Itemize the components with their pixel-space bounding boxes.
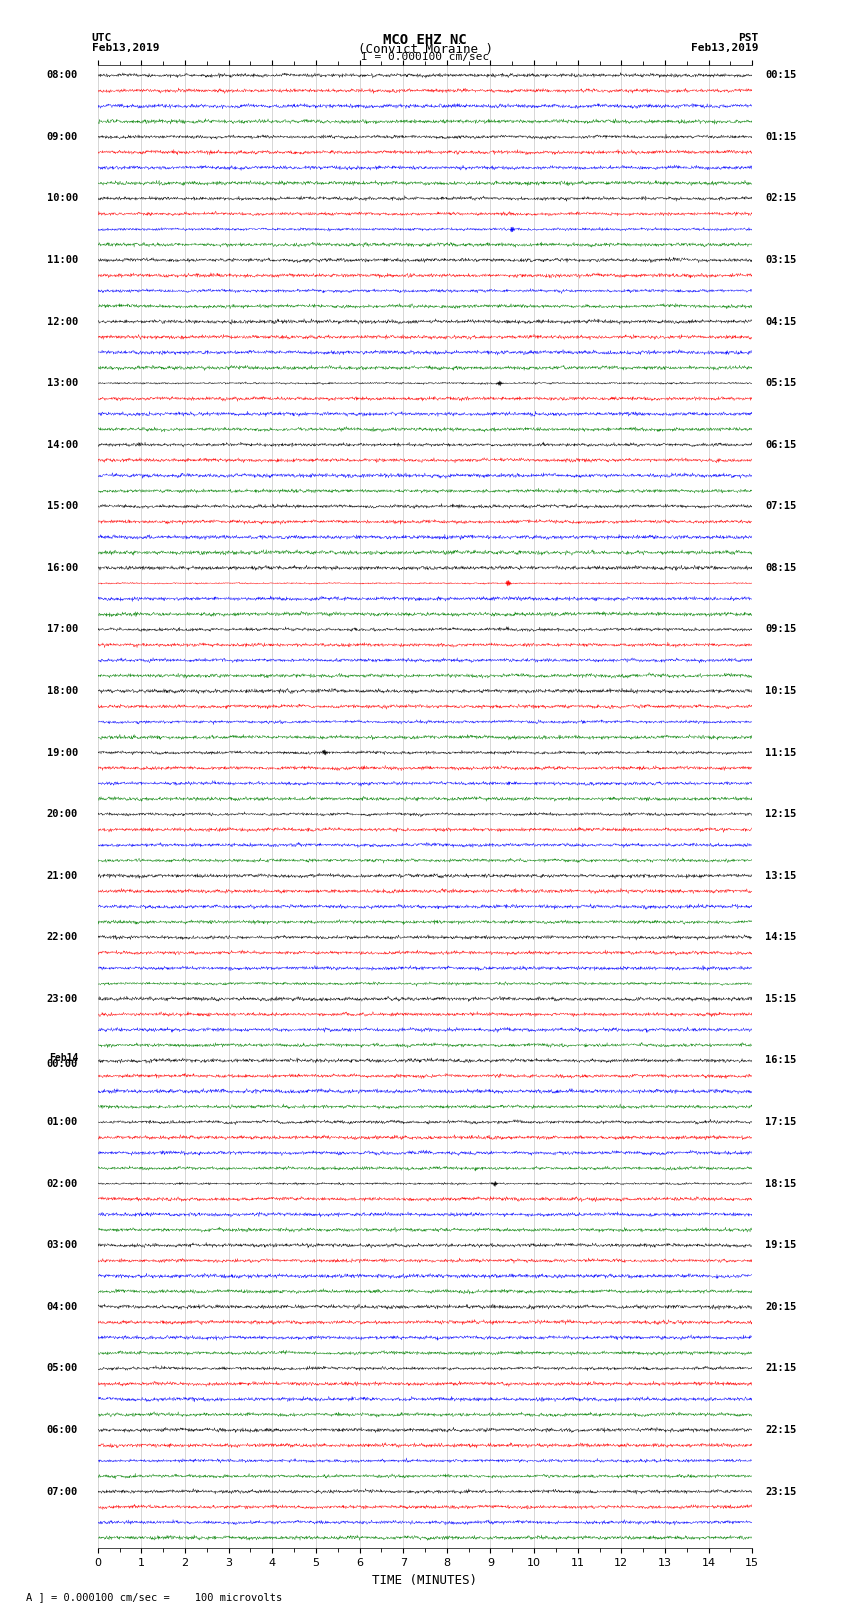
Text: MCO EHZ NC: MCO EHZ NC [383, 32, 467, 47]
Text: 19:15: 19:15 [765, 1240, 796, 1250]
Text: Feb14: Feb14 [48, 1053, 78, 1063]
Text: 18:00: 18:00 [47, 686, 78, 697]
Text: 11:15: 11:15 [765, 747, 796, 758]
Text: 23:00: 23:00 [47, 994, 78, 1003]
Text: 02:15: 02:15 [765, 194, 796, 203]
Text: 04:15: 04:15 [765, 316, 796, 326]
Text: 22:00: 22:00 [47, 932, 78, 942]
Text: 17:00: 17:00 [47, 624, 78, 634]
Text: UTC: UTC [92, 32, 112, 44]
Text: 00:15: 00:15 [765, 71, 796, 81]
Text: 16:00: 16:00 [47, 563, 78, 573]
Text: 23:15: 23:15 [765, 1487, 796, 1497]
Text: 21:00: 21:00 [47, 871, 78, 881]
Text: A ] = 0.000100 cm/sec =    100 microvolts: A ] = 0.000100 cm/sec = 100 microvolts [26, 1592, 281, 1602]
Text: 05:00: 05:00 [47, 1363, 78, 1373]
Text: 02:00: 02:00 [47, 1179, 78, 1189]
Text: 10:15: 10:15 [765, 686, 796, 697]
Text: 06:00: 06:00 [47, 1424, 78, 1436]
Text: Feb13,2019: Feb13,2019 [691, 44, 758, 53]
Text: 01:00: 01:00 [47, 1118, 78, 1127]
Text: 19:00: 19:00 [47, 747, 78, 758]
Text: 04:00: 04:00 [47, 1302, 78, 1311]
Text: 20:00: 20:00 [47, 810, 78, 819]
Text: 17:15: 17:15 [765, 1118, 796, 1127]
Text: 00:00: 00:00 [47, 1058, 78, 1069]
Text: 22:15: 22:15 [765, 1424, 796, 1436]
Text: 06:15: 06:15 [765, 440, 796, 450]
Text: 15:00: 15:00 [47, 502, 78, 511]
Text: 03:00: 03:00 [47, 1240, 78, 1250]
Text: 13:00: 13:00 [47, 377, 78, 389]
Text: 14:00: 14:00 [47, 440, 78, 450]
Text: 15:15: 15:15 [765, 994, 796, 1003]
Text: 07:00: 07:00 [47, 1487, 78, 1497]
Text: 20:15: 20:15 [765, 1302, 796, 1311]
Text: 09:15: 09:15 [765, 624, 796, 634]
Text: Feb13,2019: Feb13,2019 [92, 44, 159, 53]
Text: 03:15: 03:15 [765, 255, 796, 265]
Text: 14:15: 14:15 [765, 932, 796, 942]
Text: 10:00: 10:00 [47, 194, 78, 203]
Text: (Convict Moraine ): (Convict Moraine ) [358, 44, 492, 56]
Text: 01:15: 01:15 [765, 132, 796, 142]
Text: 07:15: 07:15 [765, 502, 796, 511]
Text: 16:15: 16:15 [765, 1055, 796, 1066]
Text: 11:00: 11:00 [47, 255, 78, 265]
Text: 08:00: 08:00 [47, 71, 78, 81]
Text: 09:00: 09:00 [47, 132, 78, 142]
X-axis label: TIME (MINUTES): TIME (MINUTES) [372, 1574, 478, 1587]
Text: 18:15: 18:15 [765, 1179, 796, 1189]
Text: 13:15: 13:15 [765, 871, 796, 881]
Text: I = 0.000100 cm/sec: I = 0.000100 cm/sec [361, 52, 489, 63]
Text: 21:15: 21:15 [765, 1363, 796, 1373]
Text: 12:15: 12:15 [765, 810, 796, 819]
Text: PST: PST [738, 32, 758, 44]
Text: 05:15: 05:15 [765, 377, 796, 389]
Text: 12:00: 12:00 [47, 316, 78, 326]
Text: 08:15: 08:15 [765, 563, 796, 573]
